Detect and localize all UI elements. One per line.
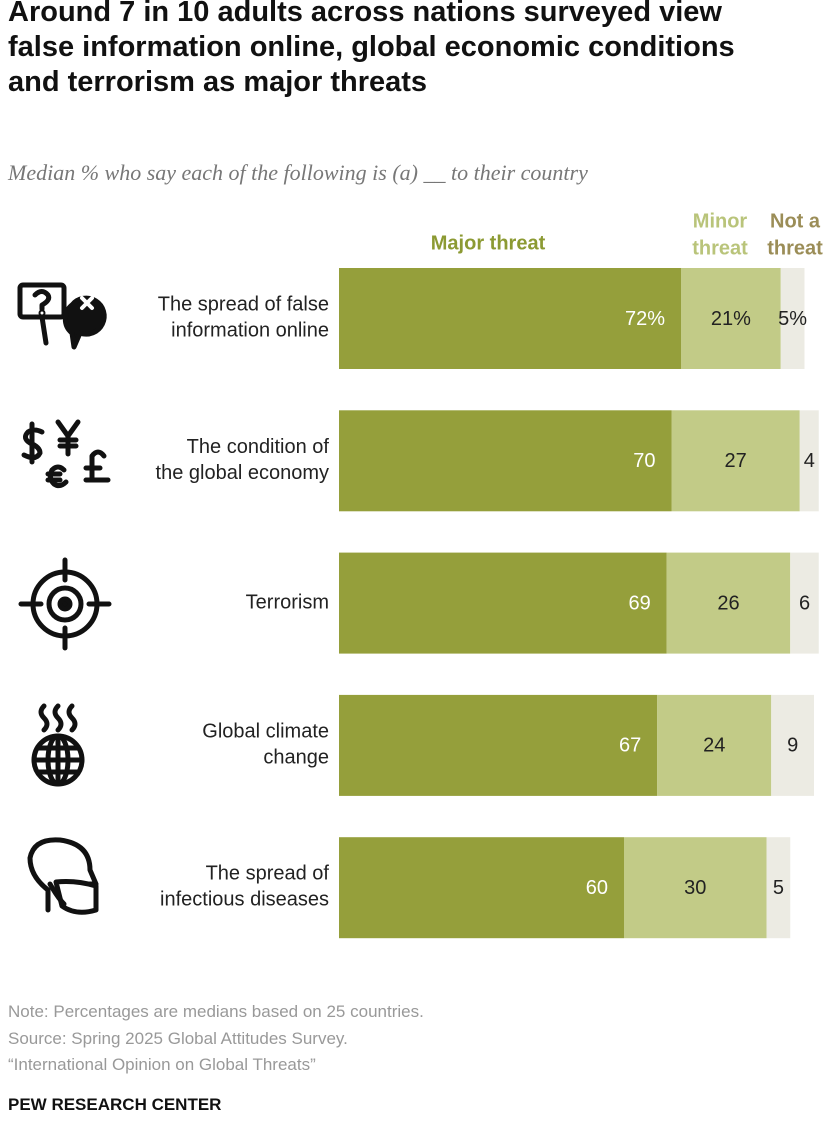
chart-title: Around 7 in 10 adults across nations sur… — [8, 0, 735, 98]
bar-segment — [780, 268, 805, 369]
report: “International Opinion on Global Threats… — [8, 1055, 316, 1074]
bar-segment — [681, 268, 781, 369]
icon-target — [18, 557, 112, 651]
category-label: The condition of the global economy — [156, 436, 330, 484]
bar-segment — [671, 410, 800, 512]
bar-segment — [339, 410, 672, 512]
bar-segment — [339, 694, 658, 796]
category-label: Terrorism — [246, 591, 329, 613]
bar-segment — [339, 268, 681, 369]
bar-segment — [624, 837, 767, 939]
value-label: 27 — [725, 450, 747, 472]
value-label: 67 — [619, 735, 641, 757]
value-label: 6 — [799, 592, 810, 614]
category-label: Global climate change — [202, 721, 329, 769]
icon-globe — [31, 703, 85, 787]
chart-subtitle: Median % who say each of the following i… — [7, 160, 588, 185]
source: Source: Spring 2025 Global Attitudes Sur… — [8, 1029, 348, 1048]
bar-segment — [339, 552, 667, 654]
footer: PEW RESEARCH CENTER — [8, 1095, 221, 1114]
bar-segment — [790, 552, 819, 654]
note: Note: Percentages are medians based on 2… — [8, 1002, 424, 1021]
icon-currency — [21, 419, 111, 489]
value-label: 72% — [625, 308, 665, 330]
legend-label: Not a threat — [767, 211, 823, 260]
category-label: The spread of infectious diseases — [160, 863, 329, 911]
value-label: 70 — [633, 450, 655, 472]
value-label: 5% — [778, 308, 807, 330]
legend-label: Major threat — [431, 232, 546, 254]
bar-segment — [339, 837, 624, 939]
bar-segment — [766, 837, 791, 939]
category-label: The spread of false information online — [158, 294, 329, 342]
icon-speech — [17, 282, 107, 350]
value-label: 4 — [804, 450, 815, 472]
value-label: 60 — [586, 877, 608, 899]
bar-segment — [666, 552, 791, 654]
icon-mask — [27, 837, 99, 915]
value-label: 30 — [684, 877, 706, 899]
bar-segment — [771, 694, 814, 796]
legend-label: Minor threat — [692, 211, 748, 260]
value-label: 69 — [629, 592, 651, 614]
value-label: 5 — [773, 877, 784, 899]
value-label: 26 — [717, 592, 739, 614]
value-label: 21% — [711, 308, 751, 330]
bar-segment — [657, 694, 772, 796]
value-label: 24 — [703, 735, 725, 757]
value-label: 9 — [787, 735, 798, 757]
bar-segment — [799, 410, 819, 512]
